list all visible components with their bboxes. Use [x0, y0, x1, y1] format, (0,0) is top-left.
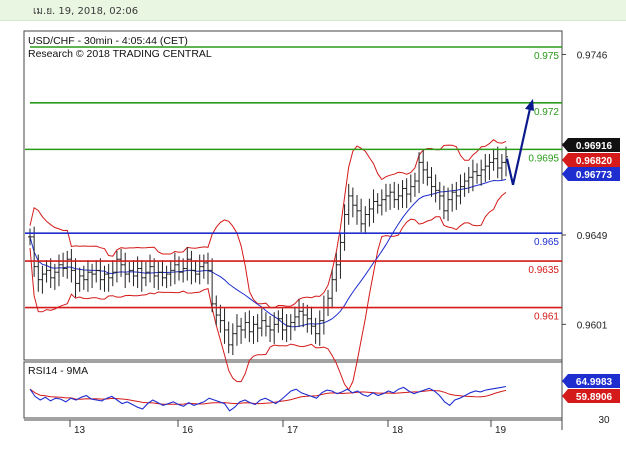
x-tick-label: 19	[495, 425, 507, 436]
price-badge-pointer	[562, 153, 568, 167]
forecast-arrow-path	[505, 108, 532, 185]
rsi-badge-bg	[568, 374, 620, 388]
price-badge-pointer	[562, 167, 568, 181]
x-tick-label: 18	[392, 425, 404, 436]
rsi-tick-label: 30	[598, 415, 610, 426]
forecast-arrow-head	[525, 98, 534, 111]
chart-title: USD/CHF - 30min - 4:05:44 (CET)	[28, 35, 188, 47]
rsi-ma-line	[29, 388, 507, 405]
rsi-badge-pointer	[562, 389, 568, 403]
price-badge-bg	[568, 167, 620, 181]
level-label-0.961: 0.961	[534, 312, 559, 323]
rsi-label: RSI14 - 9MA	[28, 365, 88, 377]
level-label-0.9635: 0.9635	[528, 265, 559, 276]
rsi-badge-bg	[568, 389, 620, 403]
price-badge-label: 0.96916	[576, 141, 613, 152]
price-badge-label: 0.96773	[576, 170, 613, 181]
price-badges: 0.96916 0.96820 0.96773 64.9983 59.8906	[562, 138, 620, 403]
price-tick-label: 0.9649	[577, 231, 608, 242]
rsi-line	[29, 385, 507, 412]
x-tick-label: 13	[74, 425, 86, 436]
price-tick-label: 0.9746	[577, 50, 608, 61]
timestamp-text: เม.ย. 19, 2018, 02:06	[33, 6, 139, 17]
rsi-badge-label: 59.8906	[576, 392, 613, 403]
rsi-badge-pointer	[562, 374, 568, 388]
moving-average	[29, 178, 507, 328]
x-tick-label: 16	[182, 425, 194, 436]
moving-average-line	[29, 178, 507, 328]
price-panel-frame	[23, 30, 563, 361]
price-badge-pointer	[562, 138, 568, 152]
price-badge-bg	[568, 153, 620, 167]
price-badge-label: 0.96820	[576, 156, 613, 167]
rsi-lines	[29, 385, 507, 412]
price-badge-bg	[568, 138, 620, 152]
timestamp-bar: เม.ย. 19, 2018, 02:06	[0, 0, 626, 21]
level-label-0.965: 0.965	[534, 237, 559, 248]
x-tick-label: 17	[287, 425, 299, 436]
level-label-0.972: 0.972	[534, 107, 559, 118]
level-label-0.975: 0.975	[534, 51, 559, 62]
level-label-0.9695: 0.9695	[528, 153, 559, 164]
price-bars	[28, 146, 508, 356]
forecast-arrow	[505, 98, 534, 185]
rsi-badge-label: 64.9983	[576, 377, 613, 388]
price-tick-label: 0.9601	[577, 320, 608, 331]
chart-copyright: Research © 2018 TRADING CENTRAL	[28, 48, 212, 60]
support-resistance-levels: 0.975 0.972 0.9695 0.965 0.9635 0.961	[25, 46, 562, 323]
bollinger-lower-line	[29, 192, 507, 391]
